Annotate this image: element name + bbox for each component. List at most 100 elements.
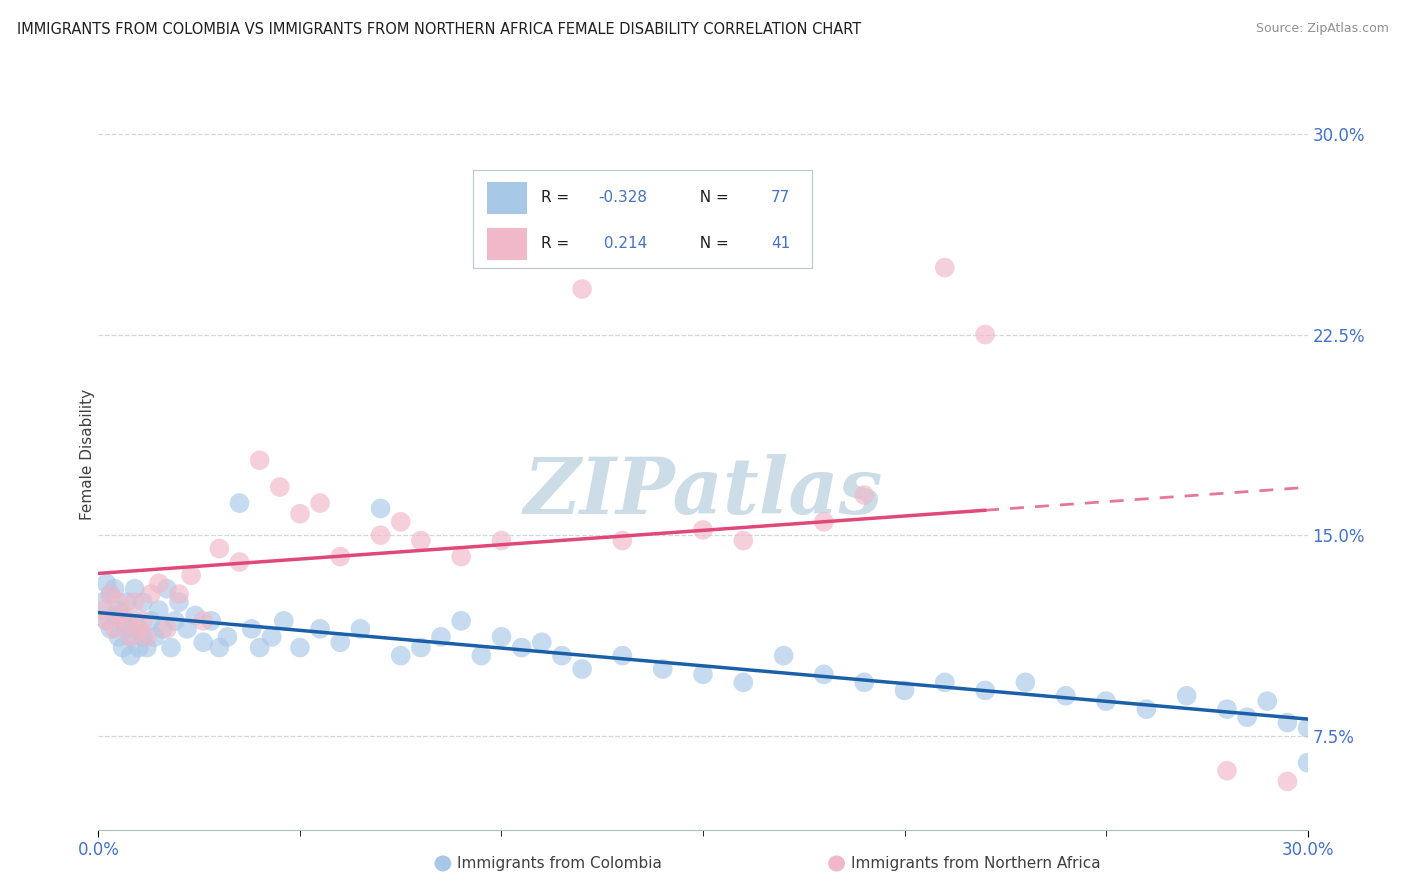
Point (409, 533, 432, 548)
Point (91, 595, 114, 609)
Point (974, 683, 997, 698)
Text: IMMIGRANTS FROM COLOMBIA VS IMMIGRANTS FROM NORTHERN AFRICA FEMALE DISABILITY CO: IMMIGRANTS FROM COLOMBIA VS IMMIGRANTS F… (17, 22, 860, 37)
Point (260, 630, 283, 644)
Point (228, 555, 250, 569)
Y-axis label: Female Disability: Female Disability (80, 389, 94, 521)
Point (167, 587, 190, 601)
Point (167, 595, 190, 609)
Point (107, 630, 129, 644)
Point (96, 576, 118, 591)
Point (148, 603, 170, 617)
Point (974, 327, 997, 342)
Point (273, 614, 295, 628)
Point (240, 622, 263, 636)
Point (111, 608, 134, 623)
Point (132, 614, 155, 628)
Point (288, 507, 311, 521)
Point (115, 622, 138, 636)
Point (128, 622, 150, 636)
Point (1175, 689, 1198, 703)
Point (249, 640, 271, 655)
Point (96, 614, 118, 628)
Text: Immigrants from Colombia: Immigrants from Colombia (457, 856, 662, 871)
Point (309, 496, 332, 510)
Point (176, 622, 198, 636)
Point (1236, 710, 1258, 724)
Point (143, 630, 166, 644)
Point (530, 635, 553, 649)
Point (1216, 702, 1239, 716)
Point (107, 603, 129, 617)
Point (288, 640, 311, 655)
Point (124, 614, 146, 628)
Point (491, 630, 513, 644)
Point (124, 595, 146, 609)
Point (139, 587, 162, 601)
Point (208, 640, 231, 655)
Point (692, 523, 714, 537)
Point (813, 515, 835, 529)
Point (200, 614, 222, 628)
Text: Immigrants from Northern Africa: Immigrants from Northern Africa (851, 856, 1101, 871)
Point (91, 603, 114, 617)
Point (450, 614, 472, 628)
Text: Source: ZipAtlas.com: Source: ZipAtlas.com (1256, 22, 1389, 36)
Point (1277, 715, 1299, 730)
Point (389, 515, 412, 529)
Point (1296, 756, 1319, 770)
Point (124, 582, 146, 596)
Point (934, 675, 956, 690)
Point (96, 614, 118, 628)
Point (612, 648, 634, 663)
Point (1014, 675, 1036, 690)
Point (128, 640, 150, 655)
Point (409, 640, 432, 655)
Point (135, 630, 157, 644)
Point (132, 595, 155, 609)
Point (180, 568, 202, 582)
Point (100, 587, 122, 601)
Point (329, 549, 352, 564)
Point (491, 533, 513, 548)
Point (571, 282, 593, 296)
Point (100, 622, 122, 636)
Point (132, 630, 155, 644)
Point (208, 541, 231, 556)
Point (193, 614, 215, 628)
Point (249, 453, 271, 467)
Point (100, 587, 122, 601)
Point (853, 675, 876, 690)
Point (1256, 694, 1278, 708)
Point (1135, 702, 1157, 716)
Point (551, 648, 574, 663)
Point (1095, 694, 1118, 708)
Point (184, 608, 207, 623)
Point (349, 622, 371, 636)
Point (269, 480, 291, 494)
Point (692, 667, 714, 681)
Point (651, 662, 673, 676)
Point (853, 488, 876, 502)
Point (115, 614, 138, 628)
Point (148, 576, 170, 591)
Point (510, 640, 533, 655)
Point (103, 608, 125, 623)
Point (120, 648, 142, 663)
Point (103, 622, 125, 636)
Point (135, 640, 157, 655)
Point (156, 582, 179, 596)
Point (370, 501, 392, 516)
Point (612, 533, 634, 548)
Point (470, 648, 492, 663)
Point (733, 533, 755, 548)
Point (450, 549, 472, 564)
Point (934, 260, 956, 275)
Point (1296, 721, 1319, 735)
Point (430, 630, 453, 644)
Point (103, 582, 125, 596)
Point (733, 675, 755, 690)
Point (228, 496, 250, 510)
Point (120, 630, 142, 644)
Point (1277, 774, 1299, 789)
Point (813, 667, 835, 681)
